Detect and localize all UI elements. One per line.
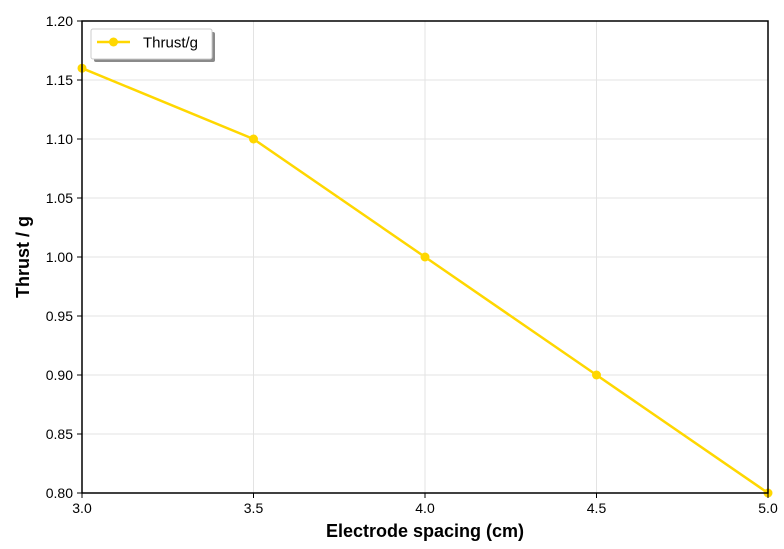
- x-tick-label: 5.0: [758, 500, 778, 516]
- legend: Thrust/g: [90, 28, 215, 62]
- data-point: [420, 252, 430, 262]
- legend-label: Thrust/g: [143, 35, 198, 52]
- x-tick-label: 4.0: [415, 500, 435, 516]
- y-axis-title: Thrust / g: [13, 216, 33, 298]
- legend-marker: [109, 37, 118, 47]
- data-point: [592, 370, 601, 380]
- y-tick-label: 1.05: [46, 190, 73, 206]
- legend-box: [90, 28, 213, 60]
- y-tick-label: 1.00: [46, 249, 73, 265]
- y-tick-label: 0.80: [46, 485, 73, 501]
- tick-layer: 3.0 3.5 4.0 4.5 5.0 0.80 0.85 0.90 0.95 1.00 1.05 1…: [46, 13, 778, 516]
- x-tick-label: 4.5: [587, 500, 607, 516]
- y-tick-label: 1.10: [46, 131, 73, 147]
- data-point: [249, 134, 258, 144]
- y-tick-label: 1.20: [46, 13, 73, 29]
- x-tick-label: 3.5: [244, 500, 264, 516]
- x-tick-label: 3.0: [72, 500, 92, 516]
- x-axis-title: Electrode spacing (cm): [326, 521, 524, 541]
- y-tick-label: 1.15: [46, 72, 73, 88]
- y-tick-label: 0.90: [46, 367, 73, 383]
- y-tick-label: 0.95: [46, 308, 73, 324]
- y-tick-label: 0.85: [46, 426, 73, 442]
